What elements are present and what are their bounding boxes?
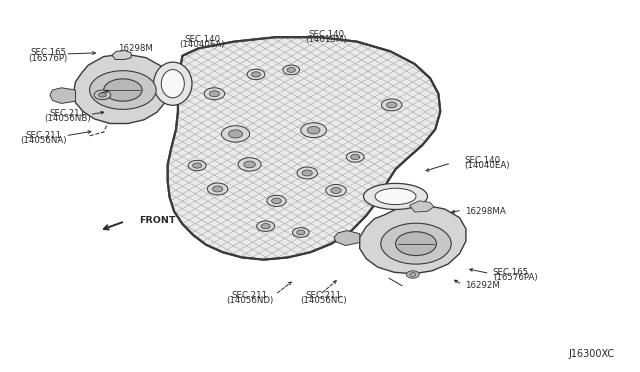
Circle shape [283,65,300,75]
Ellipse shape [375,188,416,205]
Ellipse shape [161,70,184,98]
Text: SEC.140: SEC.140 [184,35,220,44]
Text: SEC.211: SEC.211 [305,291,341,300]
Circle shape [257,221,275,231]
Polygon shape [410,201,434,212]
Circle shape [396,232,436,256]
Circle shape [247,69,265,80]
Circle shape [381,99,402,111]
Text: 16292M: 16292M [66,89,100,98]
Text: SEC.165: SEC.165 [493,268,529,277]
Circle shape [209,91,220,97]
Polygon shape [74,54,168,124]
Text: J16300XC: J16300XC [568,349,614,359]
Circle shape [326,185,346,196]
Circle shape [207,183,228,195]
Circle shape [188,160,206,171]
Text: (16576P): (16576P) [28,54,68,62]
Circle shape [301,123,326,138]
Text: (14056NB): (14056NB) [45,114,91,123]
Circle shape [381,223,451,264]
Circle shape [406,271,419,278]
Polygon shape [360,205,466,274]
Circle shape [212,186,223,192]
Text: (14056NC): (14056NC) [300,296,346,305]
Polygon shape [50,88,76,103]
Text: (16576PA): (16576PA) [493,273,538,282]
Text: FRONT: FRONT [140,216,176,225]
Text: SEC.211: SEC.211 [50,109,86,118]
Circle shape [302,170,312,176]
Ellipse shape [154,62,192,105]
Polygon shape [168,37,440,260]
Circle shape [307,126,320,134]
Circle shape [410,273,416,276]
Text: (14013M): (14013M) [305,35,348,44]
Text: SEC.211: SEC.211 [232,291,268,300]
Text: SEC.211: SEC.211 [26,131,61,140]
Circle shape [261,224,270,229]
Polygon shape [334,231,360,246]
Circle shape [99,93,106,97]
Circle shape [221,126,250,142]
Circle shape [90,71,156,109]
Circle shape [267,195,286,206]
Circle shape [104,79,142,101]
Polygon shape [112,51,131,60]
Circle shape [296,230,305,235]
Text: (14056ND): (14056ND) [226,296,273,305]
Circle shape [244,161,255,168]
Circle shape [238,158,261,171]
Circle shape [346,152,364,162]
Circle shape [297,167,317,179]
Text: (14040EA): (14040EA) [179,40,225,49]
Circle shape [94,90,111,100]
Circle shape [387,102,397,108]
Circle shape [272,198,282,203]
Text: 16298MA: 16298MA [465,207,506,216]
Text: 16292M: 16292M [465,281,499,290]
Circle shape [193,163,202,168]
Text: SEC.140: SEC.140 [308,30,344,39]
Circle shape [228,130,243,138]
Text: 16298M: 16298M [118,44,153,53]
Circle shape [287,67,296,72]
Circle shape [351,154,360,160]
Circle shape [331,187,341,193]
Text: SEC.140: SEC.140 [465,156,500,165]
Circle shape [252,72,260,77]
Circle shape [204,88,225,100]
Ellipse shape [364,183,428,209]
Text: (14056NA): (14056NA) [20,136,67,145]
Circle shape [292,228,309,237]
Text: (14040EA): (14040EA) [465,161,510,170]
Text: SEC.165: SEC.165 [30,48,66,57]
